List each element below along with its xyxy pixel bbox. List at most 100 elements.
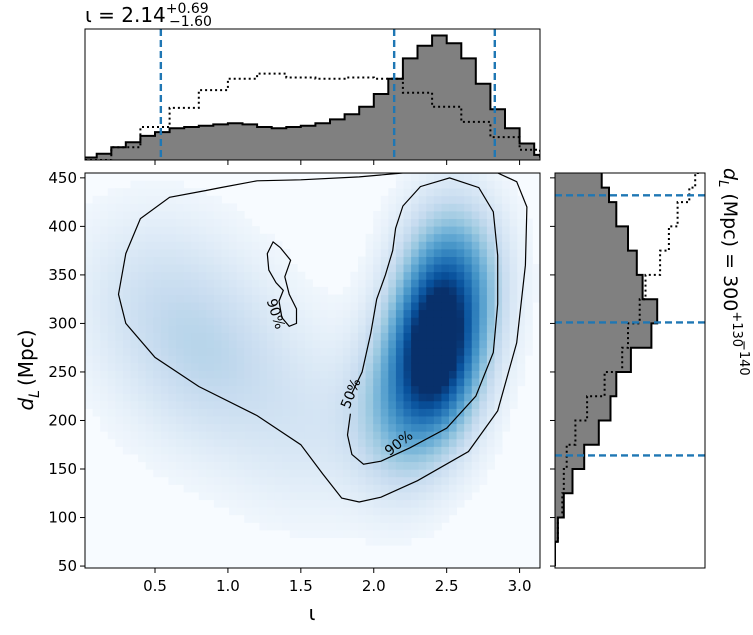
heatmap-cell <box>388 233 397 242</box>
heatmap-cell <box>471 324 480 333</box>
heatmap-cell <box>433 210 442 219</box>
heatmap-cell <box>441 241 450 250</box>
heatmap-cell <box>100 271 109 280</box>
heatmap-cell <box>160 264 169 273</box>
heatmap-cell <box>312 416 321 425</box>
heatmap-cell <box>191 195 200 204</box>
heatmap-cell <box>456 438 465 447</box>
heatmap-cell <box>403 241 412 250</box>
heatmap-cell <box>403 226 412 235</box>
heatmap-cell <box>244 476 253 485</box>
heatmap-cell <box>388 210 397 219</box>
heatmap-cell <box>441 362 450 371</box>
heatmap-cell <box>145 378 154 387</box>
heatmap-cell <box>213 271 222 280</box>
heatmap-cell <box>411 469 420 478</box>
heatmap-cell <box>464 423 473 432</box>
heatmap-cell <box>160 324 169 333</box>
heatmap-cell <box>122 332 131 341</box>
heatmap-cell <box>176 218 184 227</box>
heatmap-cell <box>244 514 253 523</box>
heatmap-cell <box>304 294 313 303</box>
heatmap-cell <box>153 233 162 242</box>
contour-50pct <box>346 177 499 465</box>
right-title-sub2: −140 <box>736 340 751 376</box>
heatmap-cell <box>441 173 450 181</box>
heatmap-cell <box>267 309 275 318</box>
heatmap-cell <box>198 188 207 197</box>
heatmap-cell <box>479 309 488 318</box>
heatmap-cell <box>418 393 427 402</box>
heatmap-cell <box>259 408 268 417</box>
top-title-sup: +0.69 <box>166 1 209 17</box>
heatmap-cell <box>274 484 283 493</box>
heatmap-cell <box>107 362 116 371</box>
heatmap-cell <box>509 385 518 394</box>
heatmap-cell <box>486 400 495 409</box>
heatmap-cell <box>380 370 389 379</box>
heatmap-cell <box>494 438 503 447</box>
heatmap-cell <box>221 248 230 257</box>
heatmap-cell <box>153 362 162 371</box>
heatmap-cell <box>441 286 450 295</box>
heatmap-cell <box>388 484 397 493</box>
heatmap-cell <box>206 347 215 356</box>
heatmap-cell <box>388 438 397 447</box>
heatmap-cell <box>312 355 321 364</box>
heatmap-cell <box>259 492 268 501</box>
heatmap-cell <box>327 317 336 326</box>
heatmap-cell <box>244 408 253 417</box>
heatmap-cell <box>411 241 420 250</box>
heatmap-cell <box>236 347 245 356</box>
heatmap-cell <box>289 431 298 440</box>
heatmap-cell <box>289 294 298 303</box>
heatmap-cell <box>464 218 473 227</box>
heatmap-cell <box>418 347 427 356</box>
heatmap-cell <box>373 484 382 493</box>
heatmap-cell <box>312 469 321 478</box>
heatmap-cell <box>509 332 518 341</box>
heatmap-cell <box>327 423 336 432</box>
heatmap-cell <box>267 522 275 531</box>
heatmap-cell <box>138 302 147 311</box>
heatmap-cell <box>206 370 215 379</box>
heatmap-cell <box>433 188 442 197</box>
heatmap-cell <box>122 233 131 242</box>
heatmap-cell <box>411 362 420 371</box>
heatmap-cell <box>418 446 427 455</box>
heatmap-cell <box>153 423 162 432</box>
heatmap-cell <box>229 233 238 242</box>
heatmap-cell <box>471 241 480 250</box>
heatmap-cell <box>145 332 154 341</box>
heatmap-cell <box>312 476 321 485</box>
right-panel-ticks <box>550 177 555 567</box>
heatmap-cell <box>176 195 184 204</box>
heatmap-cell <box>138 362 147 371</box>
heatmap-cell <box>168 332 177 341</box>
heatmap-cell <box>395 302 404 311</box>
heatmap-cell <box>304 454 313 463</box>
heatmap-cell <box>441 233 450 242</box>
heatmap-cell <box>198 218 207 227</box>
heatmap-cell <box>411 423 420 432</box>
heatmap-cell <box>335 355 344 364</box>
top-posterior-fill <box>85 35 540 160</box>
heatmap-cell <box>100 218 109 227</box>
heatmap-cell <box>229 332 238 341</box>
heatmap-cell <box>267 248 275 257</box>
heatmap-cell <box>403 530 412 539</box>
heatmap-cell <box>236 469 245 478</box>
heatmap-cell <box>289 340 298 349</box>
heatmap-cell <box>312 286 321 295</box>
heatmap-cell <box>130 423 139 432</box>
x-tick-label: 2.5 <box>435 577 459 595</box>
heatmap-cell <box>289 514 298 523</box>
heatmap-cell <box>426 507 435 516</box>
heatmap-cell <box>115 370 124 379</box>
heatmap-cell <box>244 370 253 379</box>
heatmap-cell <box>426 173 435 181</box>
heatmap-cell <box>297 507 306 516</box>
heatmap-cell <box>289 446 298 455</box>
heatmap-cell <box>395 332 404 341</box>
heatmap-cell <box>449 340 457 349</box>
